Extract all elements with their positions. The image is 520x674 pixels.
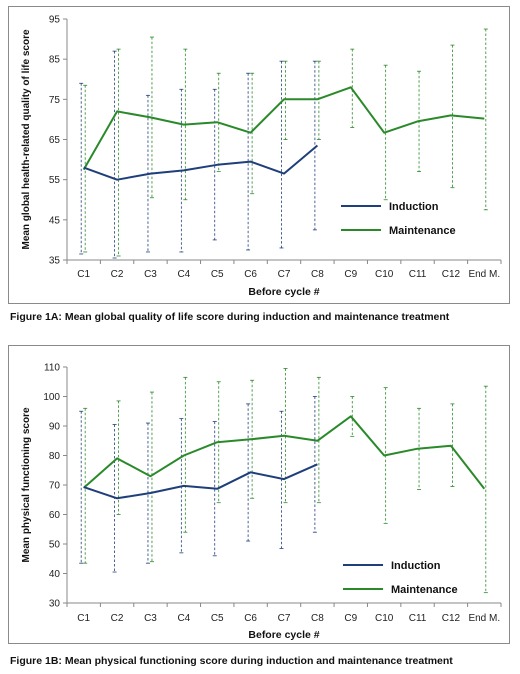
x-tick-label: C10 <box>375 613 394 624</box>
x-tick-label: C1 <box>77 269 90 280</box>
x-tick-label: C7 <box>278 269 291 280</box>
y-tick-label: 30 <box>49 599 61 610</box>
y-tick-label: 75 <box>49 95 61 106</box>
y-tick-label: 40 <box>49 569 61 580</box>
chart-panel-1a: 35 45 55 65 75 85 95 C1 C2 C3 C4 C5 C6 C7 C8 C9 C10 C11 C1… <box>8 6 510 304</box>
x-tick-label: C12 <box>442 613 461 624</box>
series-line-induction <box>83 463 318 500</box>
chart-1a: 35 45 55 65 75 85 95 C1 C2 C3 C4 C5 C6 C7 C8 C9 C10 C11 C1… <box>21 15 502 298</box>
x-tick-label: C2 <box>111 613 124 624</box>
legend-label-maintenance: Maintenance <box>391 584 458 596</box>
x-tick-label: C11 <box>409 269 427 280</box>
x-tick-label: C5 <box>211 269 224 280</box>
legend-label-induction: Induction <box>391 560 441 572</box>
x-tick-label: C9 <box>344 269 357 280</box>
x-tick-label: C3 <box>144 613 157 624</box>
y-tick-label: 80 <box>49 451 61 462</box>
x-tick-label: C2 <box>111 269 124 280</box>
x-tick-label: C8 <box>311 269 324 280</box>
y-tick-label: 100 <box>43 392 60 403</box>
chart-panel-1b: 30 40 50 60 70 80 90 100 110 C1 C2 C3 C4 C5 C6 C7 C8 C9 C1… <box>8 345 510 644</box>
series-line-induction <box>83 144 319 181</box>
y-tick-label: 35 <box>49 256 61 267</box>
x-axis-title: Before cycle # <box>248 286 319 298</box>
x-tick-label: End M. <box>468 269 500 280</box>
y-axis-title: Mean physical functioning score <box>21 407 32 562</box>
x-tick-label: C6 <box>244 613 257 624</box>
y-tick-label: 110 <box>44 363 60 374</box>
legend-label-maintenance: Maintenance <box>389 225 456 237</box>
y-tick-label: 50 <box>49 540 61 551</box>
figure-caption-1a: Figure 1A: Mean global quality of life s… <box>10 311 450 323</box>
y-tick-label: 70 <box>49 481 61 492</box>
series-line-maintenance <box>83 415 486 490</box>
y-tick-label: 45 <box>49 215 61 226</box>
x-tick-label: C3 <box>144 269 157 280</box>
x-tick-label: C8 <box>311 613 324 624</box>
x-tick-label: C4 <box>177 269 190 280</box>
x-tick-label: C12 <box>442 269 461 280</box>
chart-1b: 30 40 50 60 70 80 90 100 110 C1 C2 C3 C4 C5 C6 C7 C8 C9 C1… <box>21 363 502 641</box>
x-tick-label: C10 <box>375 269 394 280</box>
y-tick-label: 90 <box>49 422 61 433</box>
legend-label-induction: Induction <box>389 201 439 213</box>
y-tick-label: 60 <box>49 510 61 521</box>
x-axis-title: Before cycle # <box>248 629 319 641</box>
x-tick-label: C9 <box>344 613 357 624</box>
y-tick-label: 85 <box>49 55 61 66</box>
x-tick-label: End M. <box>468 613 500 624</box>
x-tick-label: C4 <box>177 613 190 624</box>
x-tick-label: C6 <box>244 269 257 280</box>
figure-caption-1b: Figure 1B: Mean physical functioning sco… <box>10 655 453 667</box>
x-tick-label: C5 <box>211 613 224 624</box>
y-tick-label: 55 <box>49 175 61 186</box>
series-line-maintenance <box>82 86 485 171</box>
y-tick-label: 65 <box>49 135 61 146</box>
y-axis-title: Mean global health-related quality of li… <box>21 29 32 249</box>
x-tick-label: C11 <box>409 613 427 624</box>
x-tick-label: C1 <box>77 613 90 624</box>
x-tick-label: C7 <box>278 613 291 624</box>
y-tick-label: 95 <box>49 15 61 26</box>
